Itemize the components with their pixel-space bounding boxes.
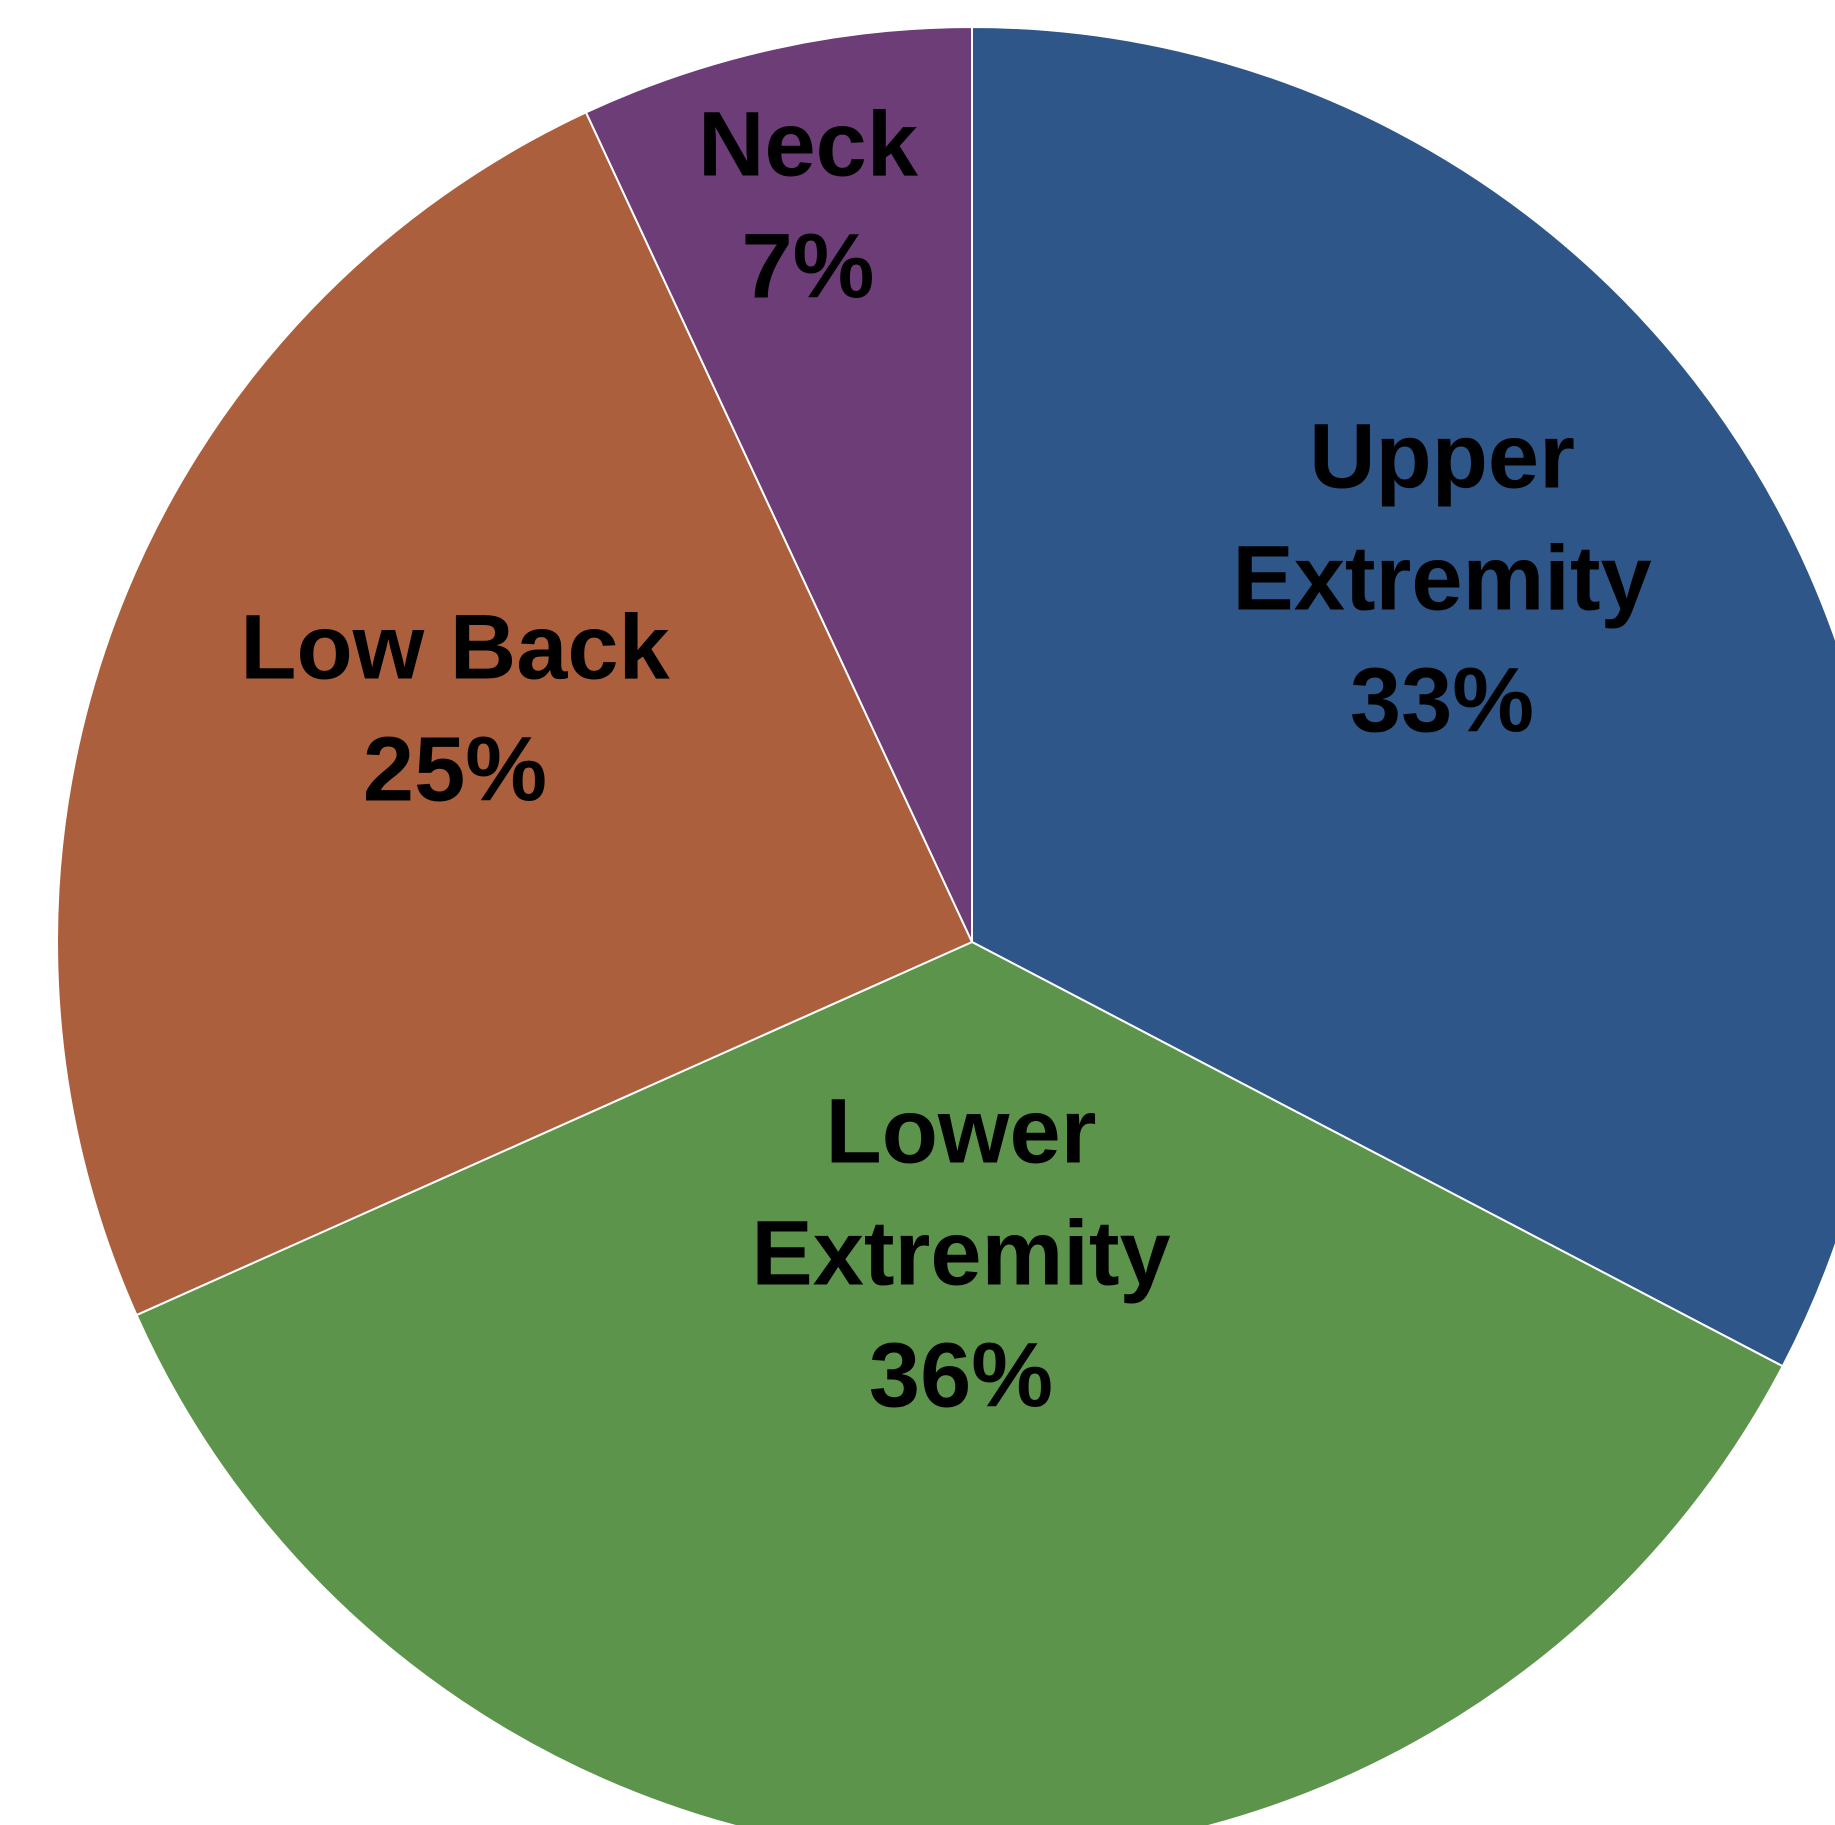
label-name-upper-extremity: Extremity: [1232, 527, 1651, 629]
pie-slices: [56, 25, 1835, 1825]
label-value-lower-extremity: 36%: [869, 1324, 1053, 1426]
label-low-back: Low Back 25%: [240, 596, 670, 820]
label-name-lower-extremity: Extremity: [751, 1202, 1170, 1304]
label-name-upper-extremity: Upper: [1309, 405, 1575, 507]
label-value-low-back: 25%: [363, 718, 547, 820]
slice-neck: [584, 25, 973, 943]
slice-upper-extremity: [971, 25, 1835, 1368]
label-value-upper-extremity: 33%: [1350, 649, 1534, 751]
slice-lower-extremity: [135, 940, 1785, 1825]
slice-low-back: [56, 111, 974, 1317]
pie-labels: Upper Extremity 33% Lower Extremity 36% Low Ba…: [240, 93, 1651, 1426]
label-lower-extremity: Lower Extremity 36%: [751, 1080, 1170, 1426]
label-name-neck: Neck: [698, 93, 919, 195]
label-name-lower-extremity: Lower: [826, 1080, 1097, 1182]
label-neck: Neck 7%: [698, 93, 919, 317]
label-upper-extremity: Upper Extremity 33%: [1232, 405, 1651, 751]
label-value-neck: 7%: [742, 215, 875, 317]
label-name-low-back: Low Back: [240, 596, 670, 698]
